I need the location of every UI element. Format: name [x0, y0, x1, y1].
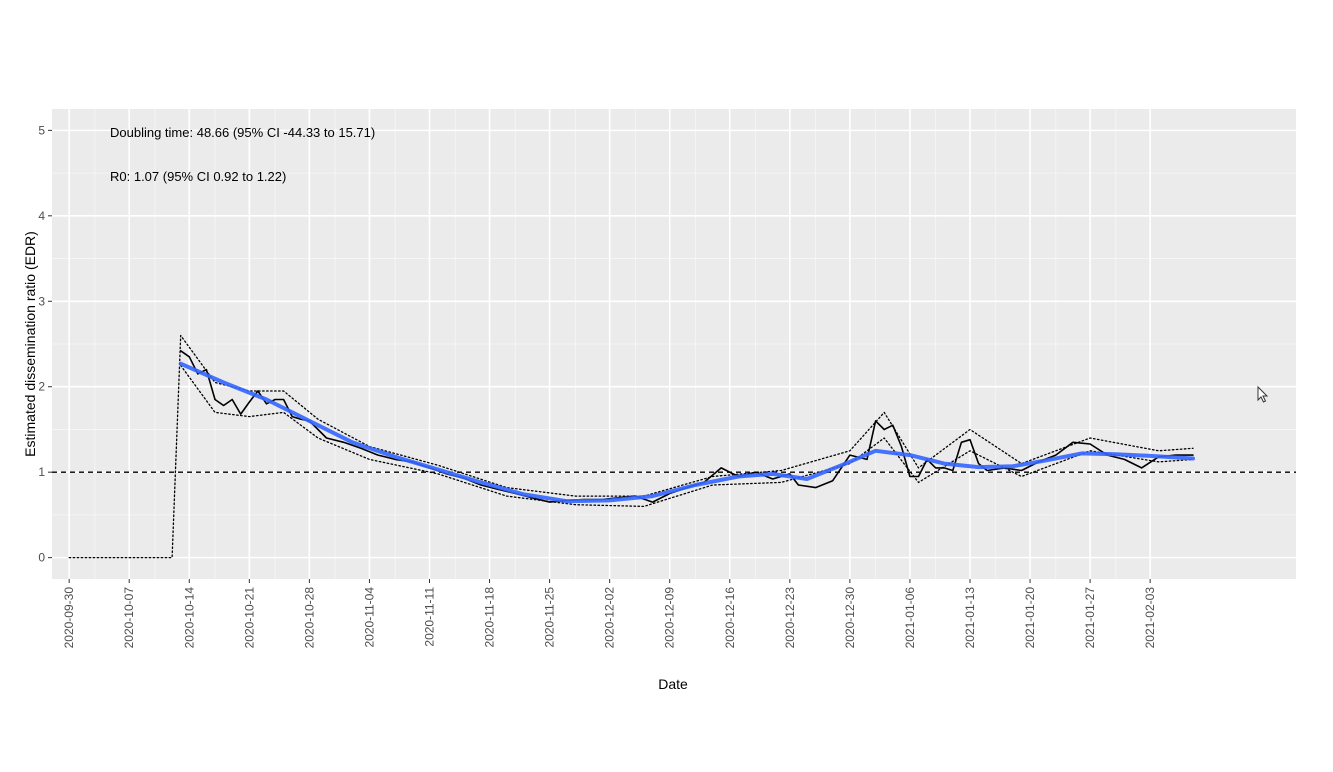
grid-major — [52, 109, 1296, 579]
x-tick-label: 2020-11-11 — [422, 587, 436, 647]
x-tick-label: 2021-01-20 — [1023, 587, 1037, 649]
x-tick-label: 2020-12-02 — [603, 587, 617, 649]
x-tick-label: 2020-10-21 — [242, 587, 256, 649]
doubling-time-annotation: Doubling time: 48.66 (95% CI -44.33 to 1… — [110, 125, 375, 140]
x-tick-label: 2020-12-09 — [663, 587, 677, 649]
y-tick-label: 5 — [38, 123, 45, 137]
confidence-bound-line — [180, 364, 1194, 508]
x-tick-label: 2020-11-18 — [483, 587, 497, 648]
x-tick-label: 2020-10-14 — [182, 587, 196, 649]
y-tick-label: 3 — [38, 294, 45, 308]
x-tick-label: 2020-12-30 — [843, 587, 857, 649]
x-tick-label: 2020-11-25 — [543, 587, 557, 648]
y-axis: 0 1 2 3 4 5 — [38, 123, 52, 565]
x-tick-label: 2020-10-07 — [122, 587, 136, 649]
y-tick-label: 4 — [38, 209, 45, 223]
x-axis-title: Date — [658, 676, 688, 692]
y-tick-label: 2 — [38, 380, 45, 394]
x-tick-label: 2020-11-04 — [362, 587, 376, 648]
r0-annotation: R0: 1.07 (95% CI 0.92 to 1.22) — [110, 169, 286, 184]
x-tick-label: 2020-12-16 — [723, 587, 737, 649]
x-tick-label: 2021-02-03 — [1143, 587, 1157, 649]
x-tick-label: 2020-09-30 — [62, 587, 76, 649]
x-tick-label: 2021-01-27 — [1083, 587, 1097, 649]
x-tick-label: 2020-10-28 — [302, 587, 316, 649]
y-axis-title: Estimated dissemination ratio (EDR) — [22, 231, 38, 457]
smoothed-trend-line — [178, 361, 1195, 504]
y-tick-label: 0 — [38, 551, 45, 565]
y-tick-label: 1 — [38, 465, 45, 479]
x-axis: 2020-09-30 2020-10-07 2020-10-14 2020-10-21… — [62, 579, 1157, 648]
x-tick-label: 2020-12-23 — [783, 587, 797, 649]
series-layer — [68, 334, 1195, 559]
grid-minor — [52, 109, 1296, 579]
x-tick-label: 2021-01-13 — [963, 587, 977, 649]
mouse-cursor-icon — [1257, 385, 1269, 403]
x-tick-label: 2021-01-06 — [903, 587, 917, 649]
